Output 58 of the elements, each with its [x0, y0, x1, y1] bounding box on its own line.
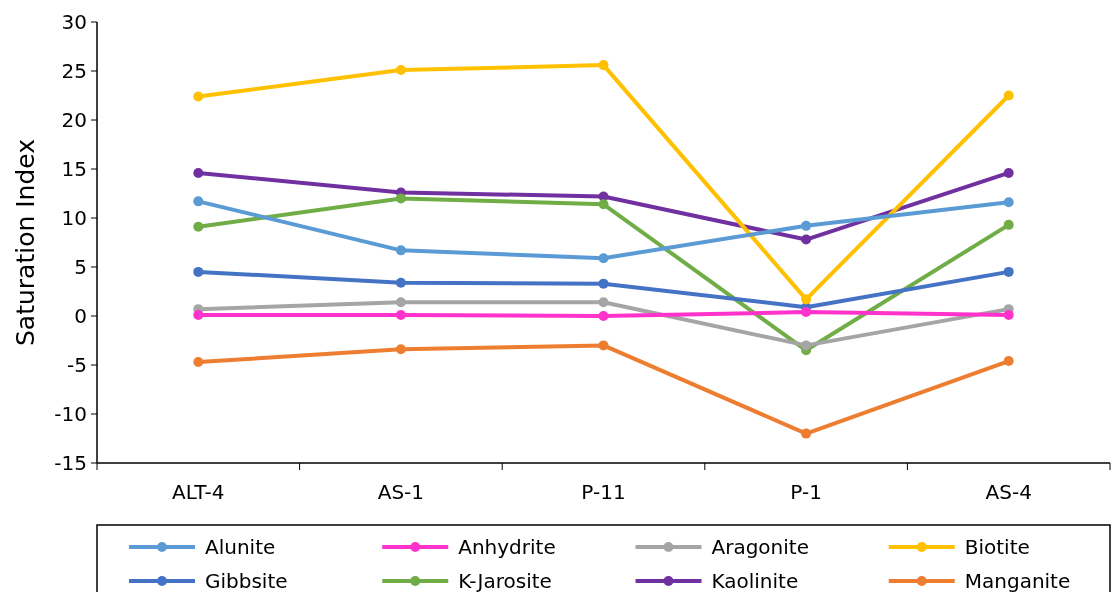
y-tick-label: 30: [61, 10, 87, 34]
x-tick-label: ALT-4: [172, 480, 225, 504]
point: [193, 91, 204, 102]
point: [193, 167, 204, 178]
point: [598, 253, 609, 264]
point: [598, 311, 609, 321]
point: [395, 245, 406, 256]
x-tick-label: P-11: [581, 480, 626, 504]
legend-label: Alunite: [205, 535, 276, 559]
point: [598, 199, 609, 210]
legend-label: Anhydrite: [458, 535, 556, 559]
x-tick-label: P-1: [790, 480, 822, 504]
point: [395, 65, 406, 76]
legend-label: K-Jarosite: [458, 569, 552, 592]
point: [193, 221, 204, 232]
point: [801, 428, 812, 439]
point: [598, 278, 609, 289]
point: [801, 340, 812, 351]
legend-label: Biotite: [964, 535, 1030, 559]
point: [1003, 356, 1014, 367]
point: [1003, 310, 1014, 321]
y-axis-title: Saturation Index: [11, 138, 40, 347]
point: [193, 266, 204, 277]
x-tick-label: AS-4: [985, 480, 1032, 504]
point: [1003, 167, 1014, 178]
point: [395, 344, 406, 355]
point: [1003, 219, 1014, 230]
point: [193, 357, 204, 368]
legend-label: Aragonite: [711, 535, 809, 559]
point: [1003, 90, 1014, 101]
point: [193, 196, 204, 207]
point: [598, 297, 609, 308]
legend-label: Manganite: [964, 569, 1071, 592]
y-tick-label: 10: [61, 206, 87, 230]
y-tick-label: -10: [54, 402, 87, 426]
y-tick-label: -15: [54, 451, 87, 475]
point: [801, 220, 812, 231]
point: [395, 277, 406, 288]
y-tick-label: -5: [67, 353, 87, 377]
point: [1003, 266, 1014, 277]
y-tick-label: 0: [74, 304, 87, 328]
point: [598, 60, 609, 71]
point: [1003, 197, 1014, 208]
point: [598, 340, 609, 351]
point: [801, 307, 812, 318]
legend-label: Gibbsite: [205, 569, 288, 592]
x-tick-label: AS-1: [377, 480, 425, 504]
y-tick-label: 15: [61, 157, 87, 181]
y-tick-label: 5: [74, 255, 87, 279]
point: [395, 193, 406, 204]
point: [193, 310, 204, 321]
point: [801, 294, 812, 305]
point: [395, 310, 406, 321]
point: [395, 297, 406, 308]
legend-label: Kaolinite: [711, 569, 799, 592]
y-tick-label: 25: [61, 59, 87, 83]
y-tick-label: 20: [61, 108, 87, 132]
point: [801, 234, 812, 245]
